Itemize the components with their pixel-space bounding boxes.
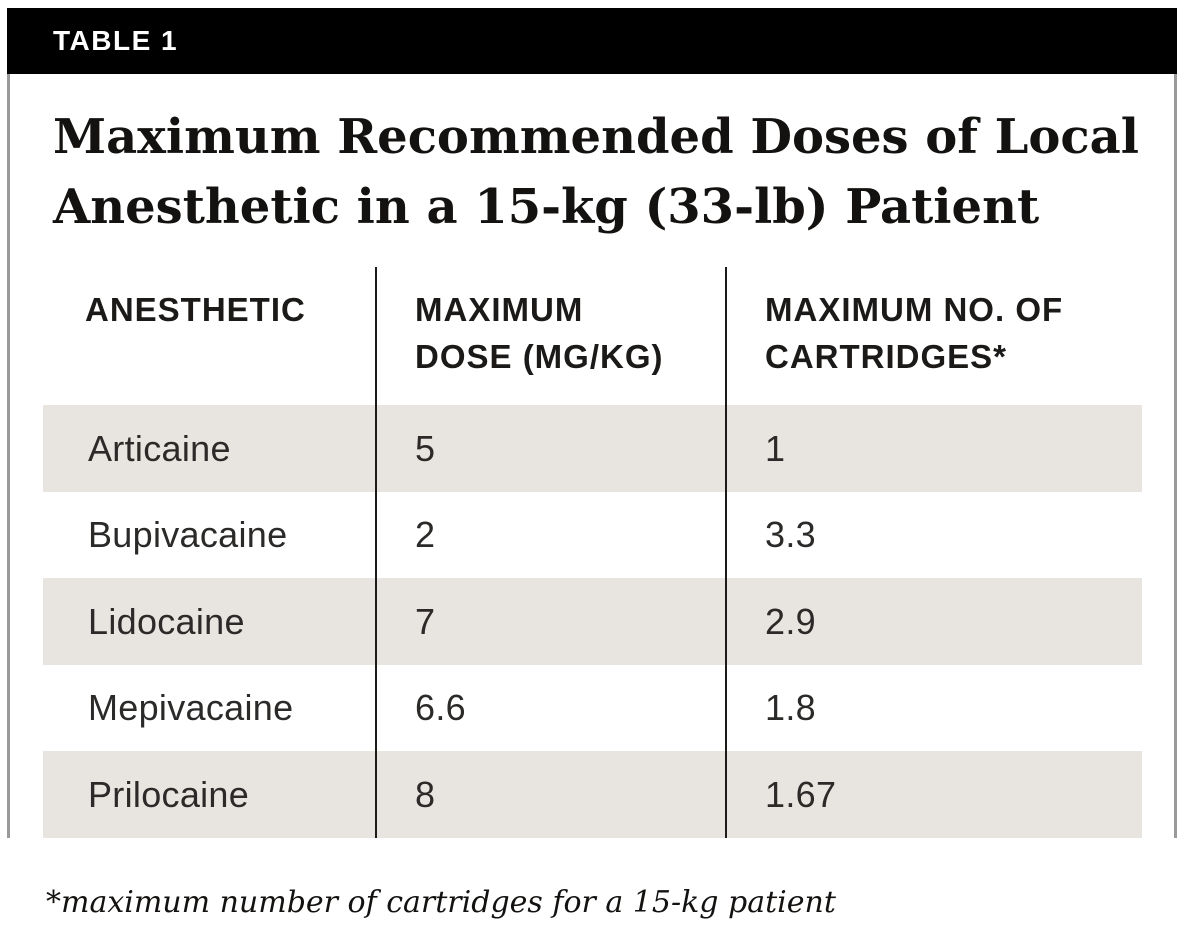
column-header-line: CARTRIDGES* [765, 338, 1008, 375]
table-title: Maximum Recommended Doses of Local Anest… [53, 102, 1139, 242]
column-divider-1 [375, 267, 377, 838]
table-title-line1: Maximum Recommended Doses of Local [53, 109, 1139, 165]
column-header-line: ANESTHETIC [85, 291, 306, 328]
footnote: *maximum number of cartridges for a 15-k… [46, 885, 836, 920]
cell-max-dose: 7 [415, 600, 436, 642]
cell-max-cartridges: 1 [765, 427, 786, 469]
cell-max-cartridges: 1.67 [765, 773, 837, 815]
table-row: Articaine 5 1 [43, 405, 1142, 492]
table-number-bar: TABLE 1 [7, 8, 1177, 74]
cell-max-cartridges: 3.3 [765, 514, 816, 555]
figure-box: Maximum Recommended Doses of Local Anest… [7, 74, 1177, 838]
cell-anesthetic: Articaine [88, 427, 231, 469]
cell-max-cartridges: 1.8 [765, 687, 816, 728]
cell-max-cartridges: 2.9 [765, 600, 816, 642]
column-header-line: DOSE (MG/KG) [415, 338, 664, 375]
cell-anesthetic: Bupivacaine [88, 514, 288, 555]
cell-anesthetic: Mepivacaine [88, 687, 294, 728]
column-header-line: MAXIMUM [415, 291, 584, 328]
cell-anesthetic: Prilocaine [88, 773, 250, 815]
column-header-max-cartridges: MAXIMUM NO. OF CARTRIDGES* [765, 286, 1063, 380]
cell-max-dose: 2 [415, 514, 436, 555]
cell-max-dose: 5 [415, 427, 436, 469]
table-row: Bupivacaine 2 3.3 [43, 492, 1142, 579]
table-number-label: TABLE 1 [53, 25, 179, 56]
column-header-anesthetic: ANESTHETIC [85, 286, 306, 333]
column-header-line: MAXIMUM NO. OF [765, 291, 1064, 328]
column-header-max-dose: MAXIMUM DOSE (MG/KG) [415, 286, 664, 380]
cell-anesthetic: Lidocaine [88, 600, 245, 642]
table-row: Lidocaine 7 2.9 [43, 578, 1142, 665]
table-row: Mepivacaine 6.6 1.8 [43, 665, 1142, 752]
table-row: Prilocaine 8 1.67 [43, 751, 1142, 838]
cell-max-dose: 6.6 [415, 687, 466, 728]
table-title-line2: Anesthetic in a 15-kg (33-lb) Patient [53, 179, 1040, 235]
column-divider-2 [725, 267, 727, 838]
cell-max-dose: 8 [415, 773, 436, 815]
